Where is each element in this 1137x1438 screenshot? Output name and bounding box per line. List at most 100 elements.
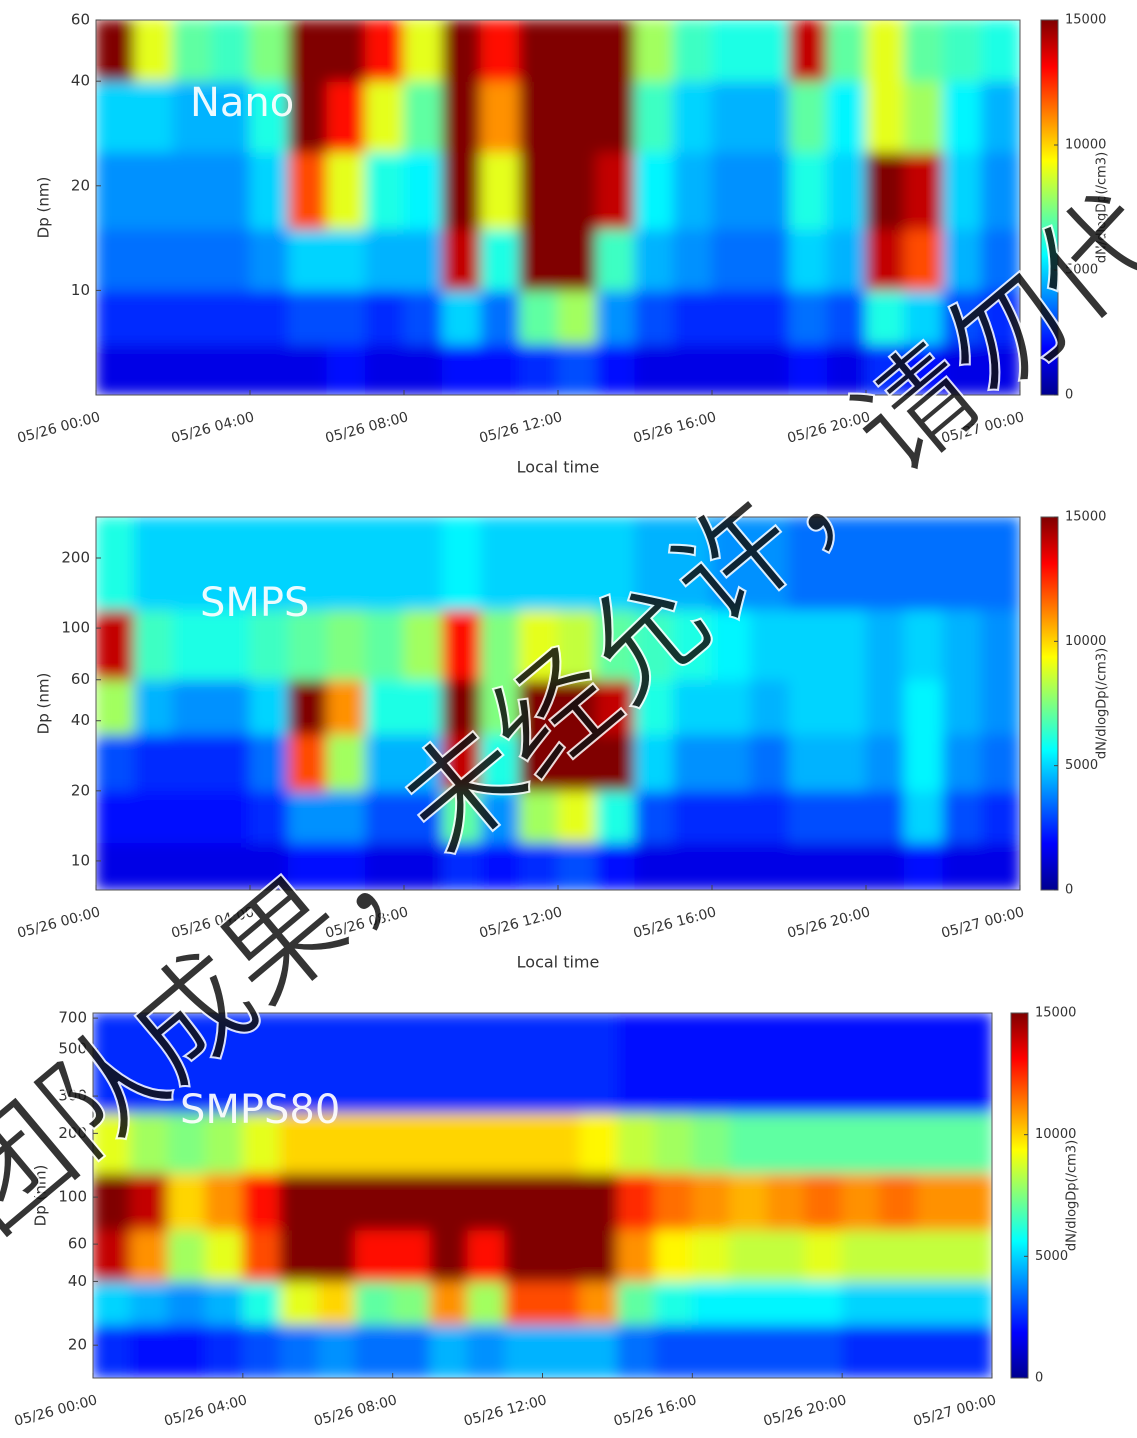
heatmap-cell: [204, 1280, 244, 1326]
heatmap-cell: [392, 1013, 431, 1114]
heatmap-cell: [827, 679, 867, 735]
heatmap-cell: [429, 1324, 469, 1378]
heatmap-cell: [167, 1324, 206, 1378]
heatmap-cell: [788, 679, 828, 735]
heatmap-cell: [504, 1013, 543, 1114]
heatmap-cell: [211, 517, 251, 611]
heatmap-cell: [317, 1112, 356, 1174]
heatmap-cell: [365, 841, 405, 890]
heatmap-cell: [392, 1112, 431, 1174]
heatmap-cell: [480, 289, 520, 345]
heatmap-cell: [557, 790, 597, 843]
x-tick-label: 05/26 16:00: [632, 409, 718, 446]
y-tick-label: 20: [68, 1336, 87, 1354]
heatmap-cell: [354, 1324, 394, 1378]
heatmap-cell: [634, 289, 674, 345]
heatmap-cell: [442, 679, 482, 735]
y-tick-label: 60: [71, 670, 90, 688]
heatmap-cell: [788, 20, 828, 82]
heatmap-cell: [204, 1172, 244, 1231]
heatmap-cell: [673, 679, 713, 735]
heatmap-cell: [167, 1172, 206, 1231]
x-axis-label: Local time: [517, 458, 600, 477]
heatmap-cell: [542, 1013, 581, 1114]
heatmap-cell: [841, 1112, 881, 1174]
heatmap-cell: [442, 841, 482, 890]
heatmap-cell: [981, 517, 1020, 611]
heatmap-cell: [480, 343, 520, 395]
heatmap-cell: [172, 289, 212, 345]
heatmap-cell: [480, 733, 520, 792]
heatmap-cell: [467, 1229, 506, 1282]
heatmap-cell: [519, 733, 559, 792]
heatmap-cell: [654, 1172, 693, 1231]
heatmap-cell: [827, 841, 867, 890]
x-tick-label: 05/26 00:00: [16, 904, 102, 941]
heatmap-cell: [480, 151, 520, 230]
heatmap-cell: [279, 1112, 319, 1174]
heatmap-cell: [916, 1324, 956, 1378]
heatmap-cell: [916, 1013, 956, 1114]
heatmap-cell: [96, 609, 135, 681]
y-axis-label: Dp (nm): [35, 673, 53, 735]
heatmap-cell: [954, 1280, 992, 1326]
heatmap-cell: [204, 1229, 244, 1282]
heatmap-cell: [879, 1229, 918, 1282]
heatmap-cell: [96, 80, 135, 153]
heatmap-cell: [673, 841, 713, 890]
heatmap-cell: [288, 609, 328, 681]
heatmap-cell: [750, 228, 790, 291]
heatmap-cell: [729, 1229, 768, 1282]
heatmap-cell: [288, 20, 328, 82]
heatmap-cell: [288, 80, 328, 153]
heatmap-cell: [579, 1324, 618, 1378]
heatmap-cell: [616, 1172, 656, 1231]
heatmap-cell: [519, 80, 559, 153]
heatmap-cell: [654, 1112, 693, 1174]
heatmap-cell: [691, 1172, 731, 1231]
heatmap-cells: [96, 517, 1020, 890]
heatmap-cell: [954, 1229, 992, 1282]
plot-area: [96, 517, 1020, 890]
heatmap-cell: [634, 790, 674, 843]
y-tick-label: 60: [68, 1235, 87, 1253]
heatmap-cell: [916, 1280, 956, 1326]
heatmap-cell: [596, 20, 636, 82]
heatmap-cell: [129, 1013, 169, 1114]
heatmap-cell: [865, 609, 905, 681]
colorbar-tick-label: 10000: [1035, 1127, 1076, 1142]
heatmap-cell: [134, 343, 174, 395]
heatmap-cell: [557, 841, 597, 890]
heatmap-cell: [134, 733, 174, 792]
heatmap-cell: [729, 1280, 768, 1326]
heatmap-cell: [172, 343, 212, 395]
heatmap-cell: [134, 80, 174, 153]
heatmap-cell: [242, 1172, 281, 1231]
heatmap-cell: [480, 228, 520, 291]
heatmap-cell: [365, 790, 405, 843]
x-tick-label: 05/26 04:00: [163, 1392, 249, 1429]
heatmap-cell: [711, 289, 751, 345]
heatmap-cell: [542, 1172, 581, 1231]
heatmap-cell: [326, 151, 366, 230]
heatmap-cell: [249, 790, 289, 843]
heatmap-cell: [788, 609, 828, 681]
heatmap-cell: [673, 151, 713, 230]
heatmap-cell: [480, 609, 520, 681]
heatmap-cell: [788, 517, 828, 611]
heatmap-cell: [750, 609, 790, 681]
y-tick-label: 200: [61, 548, 90, 566]
heatmap-cell: [616, 1280, 656, 1326]
heatmap-cell: [279, 1280, 319, 1326]
heatmap-cell: [904, 343, 944, 395]
heatmap-cell: [557, 151, 597, 230]
heatmap-cell: [172, 790, 212, 843]
heatmap-cell: [429, 1229, 469, 1282]
heatmap-cell: [403, 609, 443, 681]
heatmap-cell: [242, 1324, 281, 1378]
y-tick-label: 10: [71, 281, 90, 299]
heatmap-cell: [172, 151, 212, 230]
heatmap-cell: [480, 841, 520, 890]
heatmap-cell: [691, 1229, 731, 1282]
heatmap-cell: [865, 289, 905, 345]
